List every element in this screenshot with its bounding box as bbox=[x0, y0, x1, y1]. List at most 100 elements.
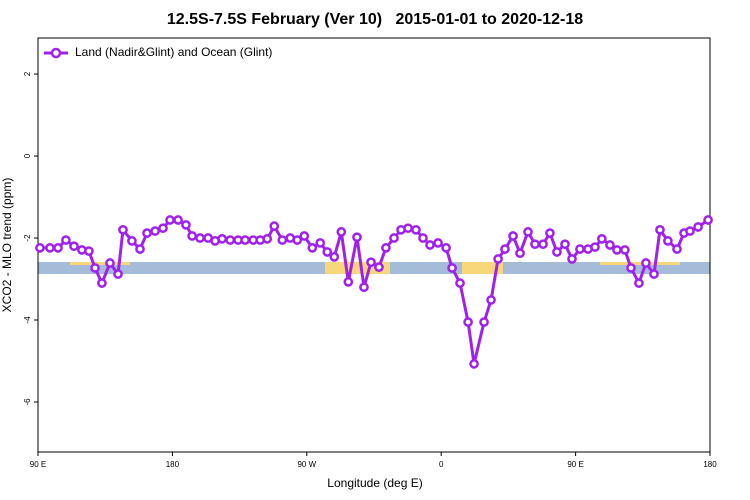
surface-band bbox=[38, 262, 710, 274]
legend-marker bbox=[50, 47, 62, 59]
point bbox=[590, 242, 600, 252]
point bbox=[620, 245, 630, 255]
point bbox=[292, 235, 303, 245]
point bbox=[240, 235, 250, 245]
point bbox=[262, 234, 273, 244]
point bbox=[217, 234, 227, 244]
x-tick-label: 90 E bbox=[30, 460, 46, 469]
land-band bbox=[600, 262, 680, 265]
point bbox=[329, 252, 340, 262]
x-tick-label: 180 bbox=[166, 460, 180, 469]
point bbox=[389, 233, 399, 243]
chart-title: 12.5S-7.5S February (Ver 10) 2015-01-01 … bbox=[167, 11, 583, 28]
point bbox=[381, 243, 391, 253]
point bbox=[655, 224, 665, 235]
point bbox=[515, 248, 525, 259]
land-band bbox=[462, 262, 503, 274]
point bbox=[61, 235, 71, 245]
point bbox=[187, 231, 197, 241]
point bbox=[672, 244, 682, 254]
x-tick-label: 180 bbox=[703, 460, 717, 469]
y-tick-label: -6 bbox=[23, 398, 32, 406]
point bbox=[567, 254, 577, 264]
point bbox=[641, 258, 651, 268]
point bbox=[105, 258, 115, 268]
point bbox=[523, 227, 533, 237]
point bbox=[35, 243, 45, 253]
point bbox=[113, 269, 123, 279]
point bbox=[634, 278, 644, 288]
point bbox=[626, 263, 636, 273]
y-tick-label: 0 bbox=[23, 153, 32, 158]
point bbox=[538, 239, 548, 250]
point bbox=[195, 233, 205, 243]
point bbox=[530, 239, 540, 250]
point bbox=[545, 228, 555, 238]
point bbox=[575, 244, 585, 254]
point bbox=[605, 240, 615, 250]
point bbox=[425, 240, 435, 250]
point bbox=[127, 236, 137, 246]
x-tick-label: 90 E bbox=[567, 460, 583, 469]
point bbox=[307, 243, 318, 253]
point bbox=[552, 247, 562, 257]
point bbox=[53, 243, 63, 253]
point bbox=[486, 295, 496, 305]
point bbox=[649, 269, 659, 279]
point bbox=[336, 227, 347, 237]
point bbox=[469, 359, 479, 369]
point bbox=[463, 317, 473, 327]
point bbox=[299, 231, 310, 241]
y-tick-label: -4 bbox=[23, 316, 32, 324]
point bbox=[560, 239, 570, 250]
point bbox=[69, 241, 79, 252]
x-tick-label: 90 W bbox=[297, 460, 316, 469]
point bbox=[135, 244, 145, 254]
y-tick-label: -2 bbox=[23, 234, 32, 242]
point bbox=[173, 215, 183, 225]
point bbox=[165, 215, 175, 225]
point bbox=[277, 235, 288, 245]
point bbox=[508, 231, 518, 241]
y-tick-label: 2 bbox=[23, 71, 32, 76]
point bbox=[479, 317, 489, 327]
point bbox=[441, 243, 451, 253]
point bbox=[158, 223, 168, 234]
point bbox=[411, 224, 421, 235]
point bbox=[315, 238, 326, 248]
point bbox=[366, 257, 376, 268]
point bbox=[685, 226, 695, 236]
point bbox=[433, 238, 443, 248]
point bbox=[269, 221, 280, 231]
point bbox=[374, 262, 384, 272]
point bbox=[493, 254, 503, 264]
point bbox=[142, 228, 152, 238]
point bbox=[359, 282, 369, 293]
point bbox=[84, 246, 94, 256]
legend-label: Land (Nadir&Glint) and Ocean (Glint) bbox=[75, 45, 272, 59]
point bbox=[322, 247, 333, 257]
point bbox=[352, 232, 362, 243]
point bbox=[150, 226, 160, 236]
point bbox=[225, 235, 236, 245]
point bbox=[693, 222, 703, 232]
point bbox=[97, 278, 107, 288]
point bbox=[45, 243, 55, 253]
point bbox=[612, 245, 622, 255]
x-tick-label: 0 bbox=[439, 460, 444, 469]
point bbox=[90, 263, 100, 273]
point bbox=[447, 263, 457, 273]
point bbox=[663, 236, 673, 246]
point bbox=[500, 244, 510, 254]
land-band bbox=[70, 262, 130, 265]
x-axis-label: Longitude (deg E) bbox=[327, 476, 422, 490]
point bbox=[703, 215, 713, 225]
point bbox=[403, 223, 413, 234]
point bbox=[597, 234, 607, 244]
point bbox=[343, 277, 354, 287]
point bbox=[455, 278, 465, 288]
point bbox=[118, 224, 128, 235]
y-axis-label: XCO2 - MLO trend (ppm) bbox=[0, 178, 14, 313]
point bbox=[418, 233, 428, 243]
